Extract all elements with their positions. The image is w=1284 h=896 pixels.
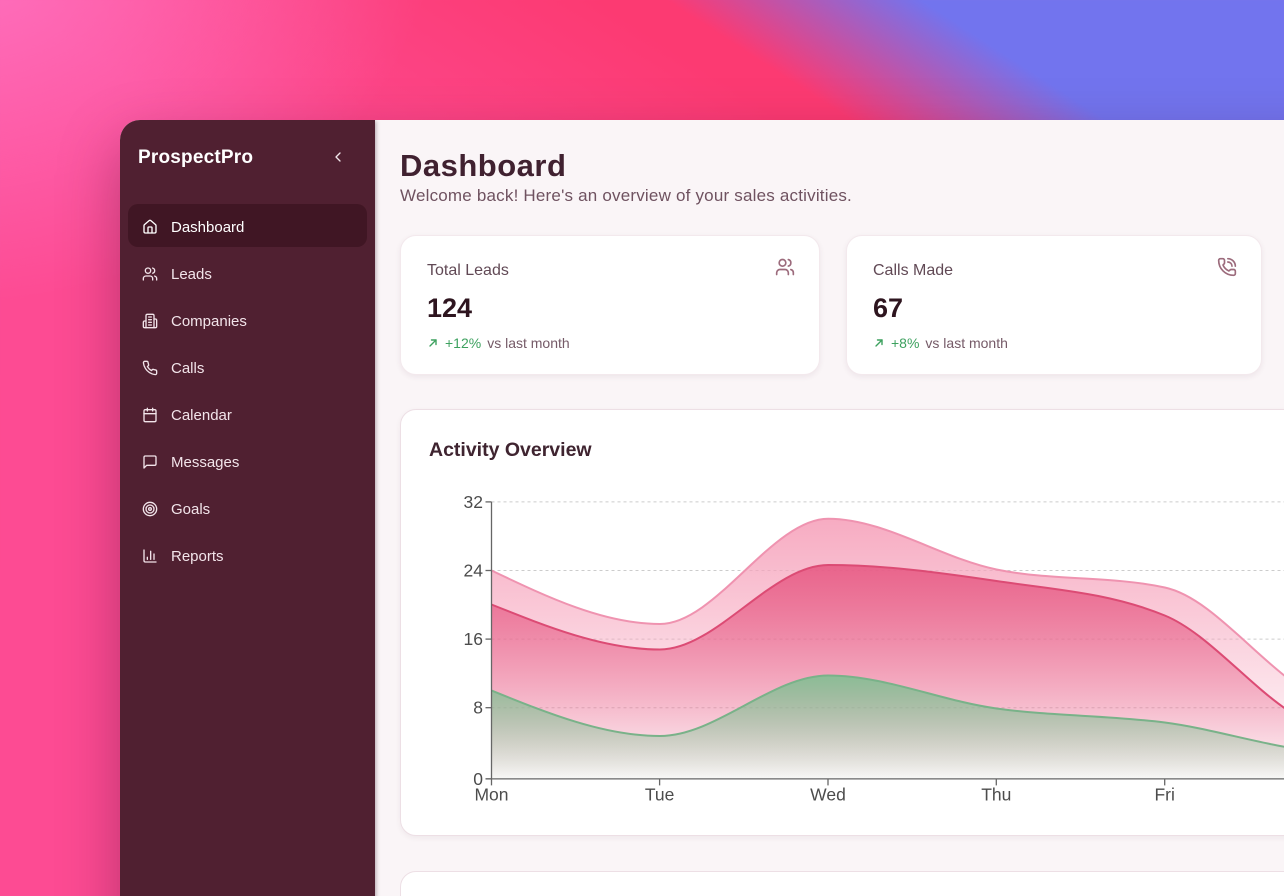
svg-text:Wed: Wed	[810, 784, 846, 804]
svg-text:16: 16	[464, 629, 483, 649]
svg-text:Tue: Tue	[645, 784, 675, 804]
svg-text:24: 24	[464, 561, 484, 581]
svg-text:0: 0	[473, 769, 483, 789]
svg-text:Thu: Thu	[981, 784, 1011, 804]
svg-text:32: 32	[464, 492, 483, 512]
svg-text:Mon: Mon	[474, 784, 508, 804]
svg-text:8: 8	[473, 698, 483, 718]
svg-text:Fri: Fri	[1154, 784, 1174, 804]
